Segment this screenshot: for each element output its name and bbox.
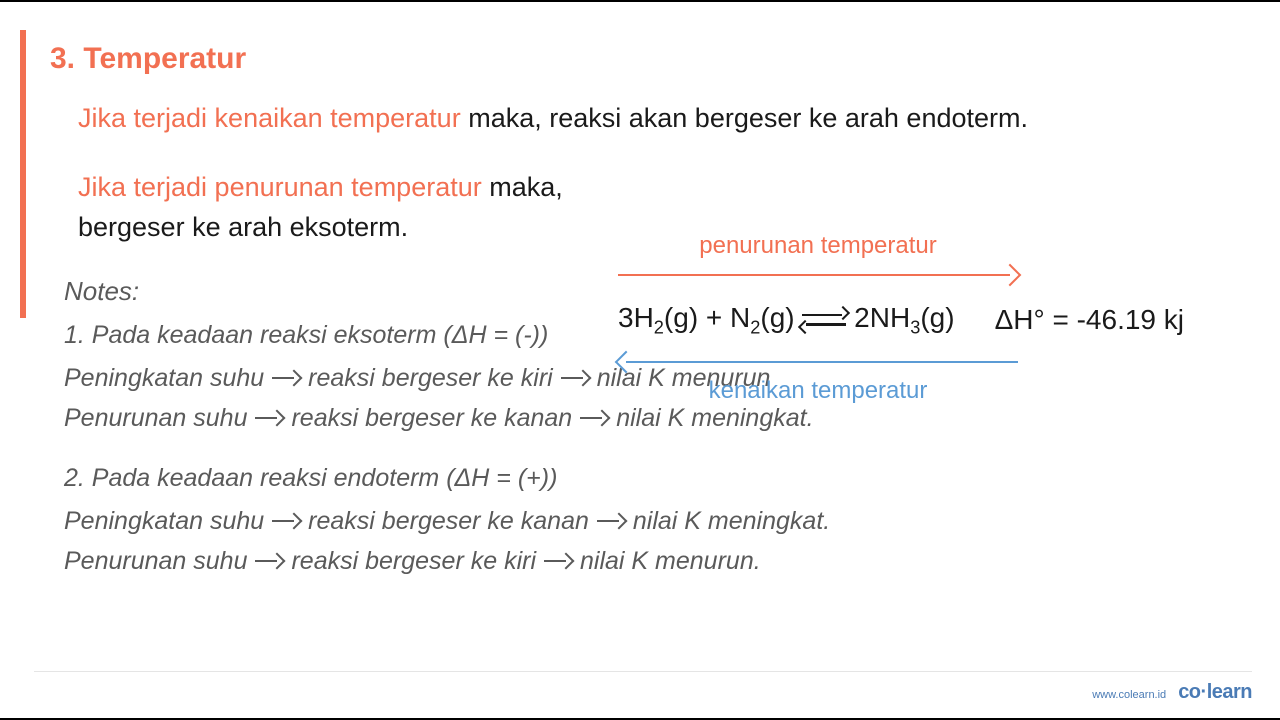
enthalpy-value: ΔH° = -46.19 kj <box>995 304 1184 336</box>
note-text: reaksi bergeser ke kanan <box>308 501 589 541</box>
para1-rest: maka, reaksi akan bergeser ke arah endot… <box>461 103 1028 133</box>
arrow-left-blue-icon <box>618 353 1018 371</box>
diagram-bottom-label: kenaikan temperatur <box>618 377 1018 405</box>
note-text: reaksi bergeser ke kiri <box>291 541 536 581</box>
arrow-right-orange-icon <box>618 266 1018 284</box>
footer-logo: co·learn <box>1178 681 1252 704</box>
footer-url: www.colearn.id <box>1092 689 1166 701</box>
chemical-equation: 3H2(g) + N2(g) 2NH3(g) <box>618 302 955 339</box>
note-text: nilai K meningkat. <box>633 501 830 541</box>
note-text: Penurunan suhu <box>64 398 247 438</box>
note-text: Peningkatan suhu <box>64 501 264 541</box>
note-text: reaksi bergeser ke kiri <box>308 358 553 398</box>
paragraph-1: Jika terjadi kenaikan temperatur maka, r… <box>78 98 1260 139</box>
para2-highlight: Jika terjadi penurunan temperatur <box>78 172 482 202</box>
note2-line1: Peningkatan suhu reaksi bergeser ke kana… <box>64 501 1260 541</box>
arrow-right-icon <box>561 369 589 387</box>
arrow-right-icon <box>255 552 283 570</box>
section-title: 3. Temperatur <box>50 42 1260 76</box>
arrow-right-icon <box>272 512 300 530</box>
footer: www.colearn.id co·learn <box>1092 681 1252 704</box>
reaction-diagram: penurunan temperatur 3H2(g) + N2(g) 2NH3… <box>618 232 1278 405</box>
note2-line2: Penurunan suhu reaksi bergeser ke kiri n… <box>64 541 1260 581</box>
note2-heading: 2. Pada keadaan reaksi endoterm (ΔH = (+… <box>64 464 1260 493</box>
arrow-right-icon <box>580 409 608 427</box>
note-text: Peningkatan suhu <box>64 358 264 398</box>
paragraph-2: Jika terjadi penurunan temperatur maka, … <box>78 167 638 248</box>
para1-highlight: Jika terjadi kenaikan temperatur <box>78 103 461 133</box>
equation-row: 3H2(g) + N2(g) 2NH3(g) ΔH° = -46.19 kj <box>618 302 1278 339</box>
note-text: Penurunan suhu <box>64 541 247 581</box>
footer-divider <box>34 671 1252 672</box>
arrow-right-icon <box>597 512 625 530</box>
diagram-top-label: penurunan temperatur <box>618 232 1018 260</box>
accent-bar <box>20 30 26 318</box>
arrow-right-icon <box>272 369 300 387</box>
arrow-right-icon <box>255 409 283 427</box>
note-text: nilai K menurun. <box>580 541 761 581</box>
arrow-right-icon <box>544 552 572 570</box>
note-text: reaksi bergeser ke kanan <box>291 398 572 438</box>
